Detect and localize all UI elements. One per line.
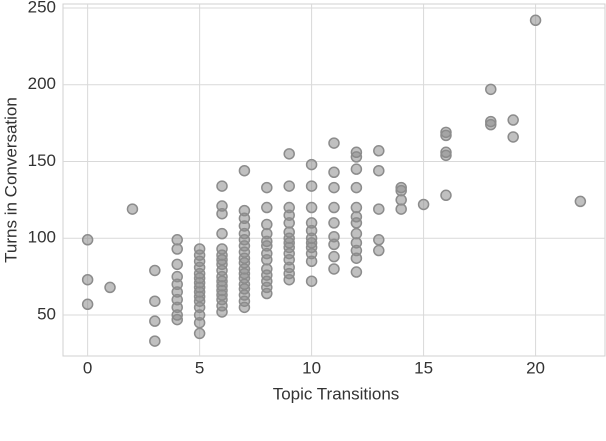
y-tick-label: 150 — [28, 151, 56, 170]
plot-frame — [62, 3, 606, 357]
point — [373, 244, 385, 257]
point — [261, 201, 273, 214]
point — [417, 198, 430, 211]
point — [574, 195, 587, 208]
point — [238, 164, 251, 177]
point — [328, 217, 340, 229]
point — [149, 264, 161, 277]
point — [440, 189, 452, 202]
point — [305, 255, 318, 268]
point — [171, 258, 183, 271]
point — [238, 301, 251, 314]
point — [373, 234, 385, 246]
point — [305, 201, 318, 214]
point — [261, 287, 273, 300]
point — [507, 114, 519, 126]
point — [149, 295, 161, 307]
point — [485, 83, 497, 96]
point — [440, 149, 452, 162]
x-tick-label: 5 — [195, 358, 204, 377]
point — [507, 131, 519, 143]
point — [126, 203, 139, 215]
x-axis-label: Topic Transitions — [273, 384, 400, 403]
point — [261, 181, 273, 194]
x-tick-label: 15 — [414, 358, 433, 377]
y-tick-label: 250 — [28, 0, 56, 16]
point — [193, 327, 206, 340]
point — [350, 163, 363, 175]
point — [485, 118, 497, 131]
point — [529, 14, 542, 27]
point — [283, 180, 295, 192]
point — [440, 129, 452, 142]
x-tick-label: 0 — [83, 358, 92, 377]
point — [328, 263, 340, 275]
point — [328, 201, 340, 214]
point — [171, 313, 183, 326]
point — [305, 180, 318, 192]
point — [328, 137, 340, 149]
point — [81, 298, 94, 311]
point — [81, 234, 94, 246]
point — [395, 203, 407, 215]
point — [328, 166, 340, 178]
y-tick-label: 200 — [28, 74, 56, 93]
point — [216, 207, 228, 220]
x-tick-label: 20 — [526, 358, 545, 377]
point — [305, 275, 318, 287]
point — [328, 238, 340, 251]
point — [328, 250, 340, 263]
x-tick-label: 10 — [302, 358, 321, 377]
point — [283, 273, 295, 286]
point — [373, 164, 385, 177]
point — [373, 203, 385, 215]
point — [193, 316, 206, 329]
y-tick-label: 50 — [37, 304, 56, 323]
point — [305, 158, 318, 171]
point — [216, 306, 228, 318]
point — [216, 180, 228, 192]
point — [149, 335, 161, 347]
point — [373, 145, 385, 157]
point — [81, 273, 94, 286]
point — [216, 227, 228, 240]
point — [350, 217, 363, 229]
point — [283, 148, 295, 160]
y-axis-label: Turns in Conversation — [1, 97, 20, 263]
point — [171, 243, 183, 255]
point — [350, 252, 363, 264]
point — [350, 151, 363, 163]
point — [104, 281, 116, 294]
point — [350, 266, 363, 278]
point — [328, 181, 340, 194]
point — [350, 181, 363, 194]
point — [149, 315, 161, 327]
y-tick-label: 100 — [28, 228, 56, 247]
